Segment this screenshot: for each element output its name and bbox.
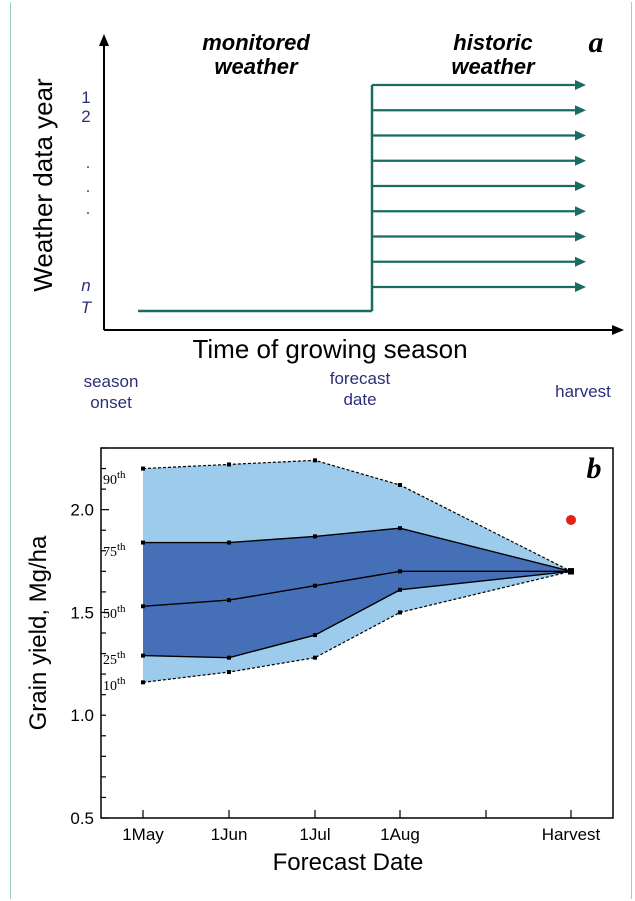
- monitored-weather-label-line1: monitored: [202, 30, 310, 55]
- panel-b-x-axis-label: Forecast Date: [273, 849, 424, 876]
- historic-weather-label-line2: weather: [451, 54, 536, 79]
- percentile-label-10: 10th: [103, 675, 126, 694]
- percentile-label-75: 75th: [103, 541, 126, 560]
- point-10th-1Jul: [313, 655, 317, 660]
- percentile-label-90: 90th: [103, 469, 126, 488]
- percentile-bands: [143, 460, 571, 683]
- point-10th-1Jun: [227, 670, 231, 675]
- band-25th-75th: [143, 528, 571, 658]
- panel-a-y-axis-label: Weather data year: [28, 78, 58, 292]
- panel-a-x-axis-arrowhead: [612, 325, 624, 335]
- percentile-label-50: 50th: [103, 603, 126, 622]
- point-50th-1Aug: [398, 569, 402, 574]
- percentile-labels: 90th 75th 50th 25th 10th: [103, 469, 126, 694]
- historic-arrow-head: [575, 130, 586, 141]
- point-75th-1Jun: [227, 540, 231, 545]
- point-90th-1Jun: [227, 462, 231, 467]
- point-90th-1May: [141, 466, 145, 471]
- point-75th-1Jul: [313, 534, 317, 539]
- historic-weather-label-line1: historic: [453, 30, 532, 55]
- percentile-markers: [141, 458, 574, 685]
- point-75th-1May: [141, 540, 145, 545]
- monitored-weather-label-line2: weather: [214, 54, 299, 79]
- figure-frame: [10, 2, 632, 899]
- year-ellipsis-dot-2: .: [86, 179, 90, 196]
- x-axis-ticks: 1May 1Jun 1Jul 1Aug Harvest: [122, 810, 601, 844]
- year-label-T: T: [81, 298, 93, 317]
- x-tick-label: 1Jul: [299, 825, 330, 844]
- panel-a-y-axis-arrowhead: [99, 34, 109, 46]
- historic-weather-arrows: [372, 80, 586, 292]
- point-90th-1Aug: [398, 483, 402, 487]
- point-25th-1Jun: [227, 655, 231, 660]
- historic-arrow-head: [575, 181, 586, 191]
- point-25th-1Jul: [313, 633, 317, 638]
- panel-a-letter: a: [589, 26, 604, 59]
- percentile-label-25: 25th: [103, 649, 126, 668]
- historic-arrow-head: [575, 155, 586, 166]
- panel-b-letter: b: [587, 452, 602, 485]
- panel-a-x-axis-label: Time of growing season: [192, 334, 467, 364]
- harvest-time-label: harvest: [555, 382, 611, 401]
- x-tick-label: 1Jun: [211, 825, 248, 844]
- point-10th-1May: [141, 680, 145, 685]
- y-tick-label: 0.5: [70, 809, 94, 828]
- point-50th-1May: [141, 604, 145, 609]
- panel-a-diagram: a monitored weather historic weather Wea…: [28, 26, 624, 412]
- point-50th-1Jun: [227, 598, 231, 603]
- point-75th-1Aug: [398, 526, 402, 531]
- point-50th-1Jul: [313, 583, 317, 588]
- historic-arrow-head: [575, 80, 586, 90]
- historic-arrow-head: [575, 282, 586, 292]
- y-axis-ticks: 0.5 1.0 1.5 2.0: [70, 447, 109, 828]
- year-label-n: n: [81, 276, 90, 295]
- point-10th-1Aug: [398, 610, 402, 615]
- historic-arrow-head: [575, 206, 586, 217]
- y-tick-label: 2.0: [70, 501, 94, 520]
- x-tick-label: 1Aug: [380, 825, 420, 844]
- x-tick-label: Harvest: [542, 825, 601, 844]
- year-label-1: 1: [81, 88, 90, 107]
- year-ellipsis-dot-1: .: [86, 155, 90, 172]
- point-90th-1Jul: [313, 458, 317, 463]
- forecast-date-label-line1: forecast: [330, 369, 391, 388]
- year-ellipsis-dot-3: .: [86, 201, 90, 218]
- historic-arrow-head: [575, 256, 586, 267]
- season-onset-label-line1: season: [84, 372, 139, 391]
- point-25th-1May: [141, 653, 145, 658]
- series-line-10th: [142, 570, 572, 683]
- season-onset-label-line2: onset: [90, 393, 132, 412]
- forecast-date-label-line2: date: [343, 390, 376, 409]
- panel-b-chart: b 0.5 1.0 1.5 2.0 1May 1Jun 1Jul 1Aug Harvest 9…: [25, 447, 614, 876]
- y-tick-label: 1.0: [70, 706, 94, 725]
- historic-arrow-head: [575, 105, 586, 116]
- point-25th-1Aug: [398, 587, 402, 592]
- actual-yield-point: [566, 514, 576, 525]
- point-10th-Harvest: [568, 568, 574, 575]
- x-tick-label: 1May: [122, 825, 164, 844]
- year-label-2: 2: [81, 107, 90, 126]
- panel-b-y-axis-label: Grain yield, Mg/ha: [25, 535, 52, 730]
- historic-arrow-head: [575, 231, 586, 242]
- y-tick-label: 1.5: [70, 603, 94, 622]
